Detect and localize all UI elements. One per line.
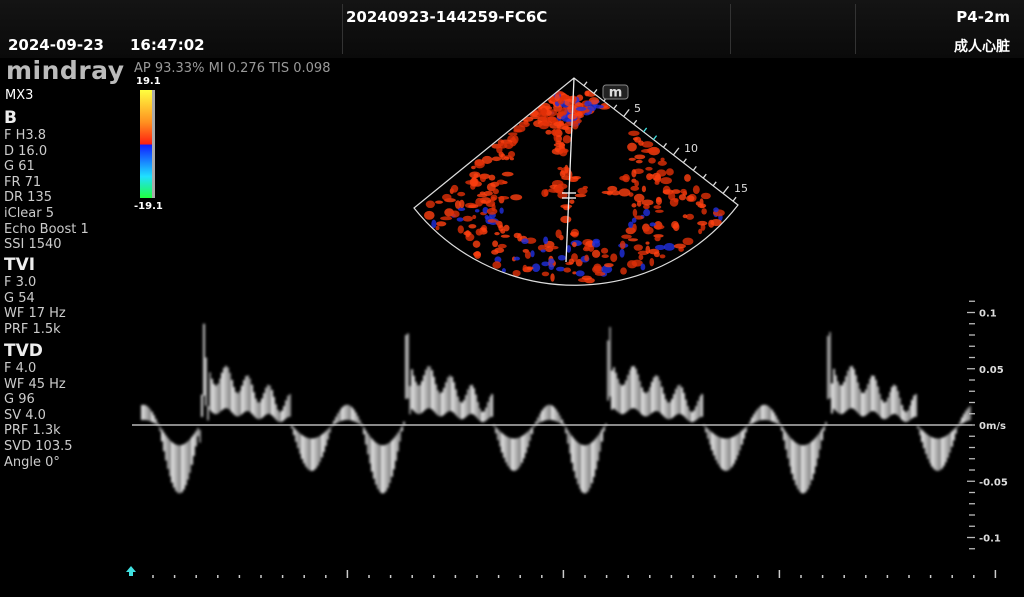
scale-label: -0.1 — [979, 534, 1001, 545]
depth-tick — [583, 81, 588, 87]
divider — [855, 4, 856, 54]
param-item: PRF 1.5k — [4, 321, 61, 337]
tvd-params: TVD F 4.0 WF 45 Hz G 96 SV 4.0 PRF 1.3k SVD 1… — [4, 341, 73, 470]
param-item: F H3.8 — [4, 128, 47, 143]
doppler-spectrum — [141, 323, 971, 494]
probe: P4-2m — [956, 8, 1010, 26]
param-item: F 4.0 — [4, 361, 37, 376]
param-item: PRF 1.3k — [4, 423, 61, 439]
depth-tick — [643, 127, 648, 133]
sector-outline — [413, 77, 739, 286]
depth-tick — [692, 166, 697, 171]
scale-label: 0.1 — [979, 309, 997, 320]
scale-label: 0.05 — [979, 365, 1004, 376]
depth-label-10: 10 — [684, 142, 698, 155]
depth-scale — [583, 81, 737, 202]
param-item: SV 4.0 — [4, 407, 46, 423]
depth-tick — [732, 196, 737, 202]
sample-volume-gate[interactable] — [562, 192, 576, 199]
depth-tick — [653, 135, 658, 140]
depth-tick — [623, 108, 630, 117]
colorbar-max: 19.1 — [136, 76, 161, 87]
depth-tick — [712, 181, 717, 187]
divider — [730, 4, 731, 54]
param-item: G 54 — [4, 290, 35, 306]
depth-tick — [702, 173, 707, 179]
param-item: iClear 5 — [4, 205, 55, 221]
depth-tick — [613, 104, 618, 110]
m-mark: m — [609, 86, 623, 101]
param-item: FR 71 — [4, 174, 42, 190]
divider — [342, 4, 343, 54]
depth-label-15: 15 — [734, 182, 748, 195]
param-item: DR 135 — [4, 190, 52, 206]
date: 2024-09-23 — [8, 36, 104, 54]
depth-tick — [682, 158, 687, 164]
depth-label-5: 5 — [634, 102, 641, 115]
color-scale-bar — [140, 90, 155, 198]
param-item: SVD 103.5 — [4, 438, 73, 454]
param-item: SSI 1540 — [4, 237, 62, 253]
param-item: G 61 — [4, 159, 35, 175]
param-item: Echo Boost 1 — [4, 221, 89, 237]
scale-label: 0m/s — [979, 421, 1006, 432]
time: 16:47:02 — [130, 36, 205, 54]
cursor-line[interactable] — [565, 77, 575, 263]
time-scale — [152, 570, 997, 578]
acoustic-output: AP 93.33% MI 0.276 TIS 0.098 — [134, 61, 331, 76]
m-mark-box — [602, 84, 629, 100]
b-mode-title: B — [4, 108, 17, 128]
b-mode-params: B F H3.8 D 16.0 G 61 FR 71 DR 135 iClear 5 Ech… — [4, 108, 89, 253]
study-id: 20240923-144259-FC6C — [346, 8, 548, 26]
model: MX3 — [5, 88, 34, 103]
depth-tick — [722, 185, 730, 194]
depth-tick — [633, 119, 638, 125]
param-item: WF 17 Hz — [4, 306, 66, 322]
preset: 成人心脏 — [954, 39, 1010, 55]
depth-tick — [593, 89, 598, 94]
tvd-title: TVD — [4, 341, 43, 361]
scale-label: -0.05 — [979, 477, 1008, 488]
colorbar-min: -19.1 — [134, 201, 163, 212]
echo-sector-image — [423, 89, 725, 284]
depth-tick — [662, 142, 668, 148]
depth-tick — [672, 147, 680, 156]
header-bar: 2024-09-23 16:47:02 20240923-144259-FC6C… — [0, 0, 1024, 58]
tvi-params: TVI F 3.0 G 54 WF 17 Hz PRF 1.5k — [4, 255, 66, 337]
param-item: G 96 — [4, 392, 35, 408]
param-item: Angle 0° — [4, 454, 60, 470]
param-item: WF 45 Hz — [4, 376, 66, 392]
velocity-scale: 0.1 0.05 0m/s -0.05 -0.1 — [967, 300, 1008, 550]
mindray-logo: mindray — [6, 56, 125, 85]
param-item: F 3.0 — [4, 275, 37, 290]
baseline-arrow-icon[interactable] — [126, 566, 136, 576]
param-item: D 16.0 — [4, 143, 48, 159]
tvi-title: TVI — [4, 255, 36, 275]
